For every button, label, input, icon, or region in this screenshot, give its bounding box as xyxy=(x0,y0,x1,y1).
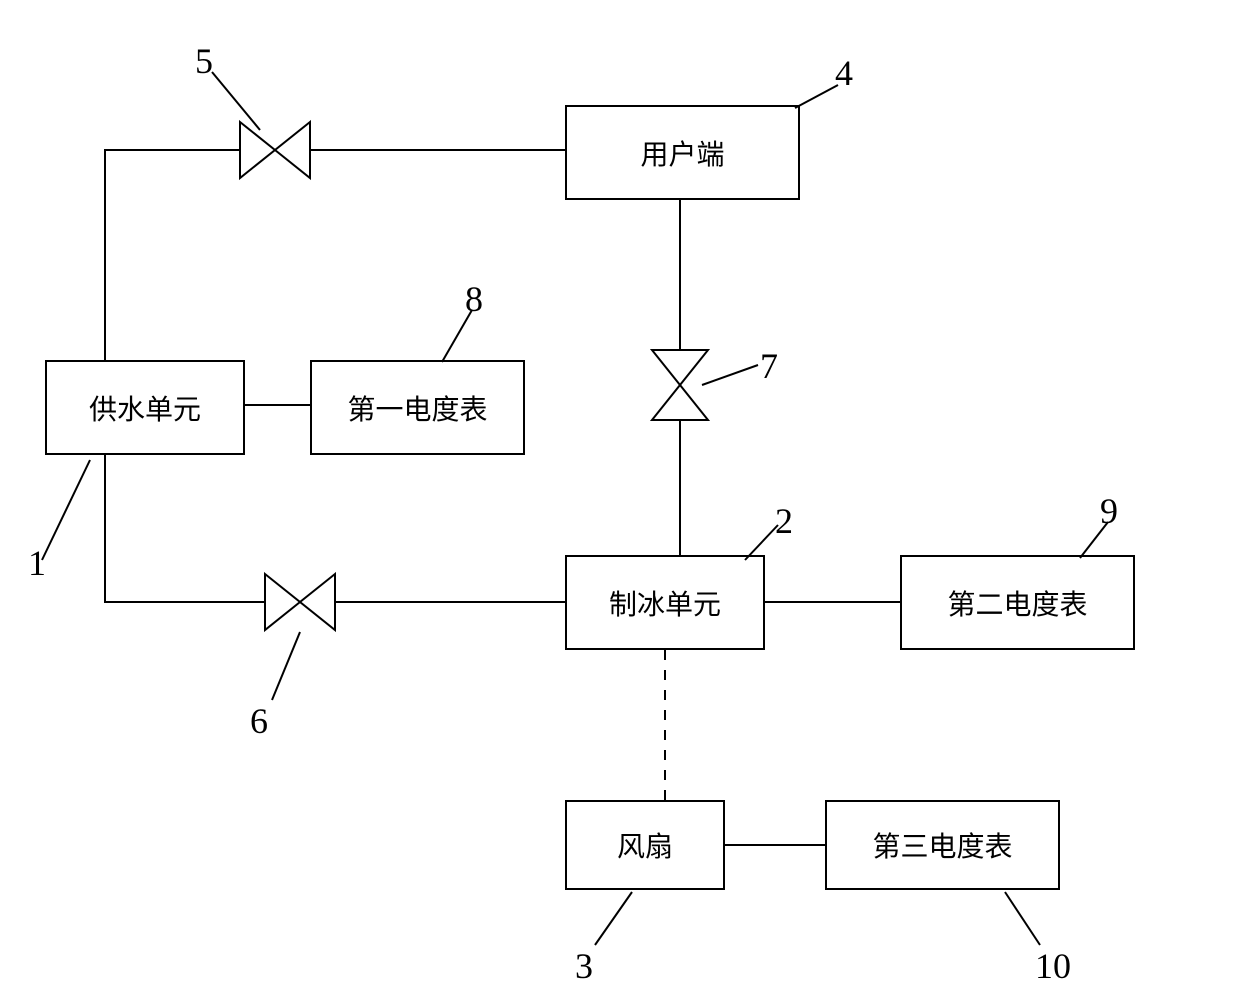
block-label: 第三电度表 xyxy=(872,825,1012,865)
block-fan: 风扇 xyxy=(565,800,725,890)
ref-label-4: 4 xyxy=(835,52,853,94)
ref-label-8: 8 xyxy=(465,278,483,320)
block-label: 制冰单元 xyxy=(609,583,721,623)
block-label: 第二电度表 xyxy=(947,583,1087,623)
block-label: 用户端 xyxy=(640,133,724,173)
valve-icon xyxy=(652,350,708,420)
block-meter-3: 第三电度表 xyxy=(825,800,1060,890)
ref-label-6: 6 xyxy=(250,700,268,742)
block-meter-1: 第一电度表 xyxy=(310,360,525,455)
block-label: 风扇 xyxy=(617,825,673,865)
ref-label-3: 3 xyxy=(575,945,593,987)
block-label: 供水单元 xyxy=(89,388,201,428)
block-ice-making-unit: 制冰单元 xyxy=(565,555,765,650)
block-client: 用户端 xyxy=(565,105,800,200)
ref-label-9: 9 xyxy=(1100,490,1118,532)
valve-icon xyxy=(240,122,310,178)
ref-label-5: 5 xyxy=(195,40,213,82)
block-water-supply-unit: 供水单元 xyxy=(45,360,245,455)
block-meter-2: 第二电度表 xyxy=(900,555,1135,650)
ref-label-2: 2 xyxy=(775,500,793,542)
valve-icon xyxy=(265,574,335,630)
block-label: 第一电度表 xyxy=(347,388,487,428)
ref-label-7: 7 xyxy=(760,345,778,387)
ref-label-10: 10 xyxy=(1035,945,1071,987)
ref-label-1: 1 xyxy=(28,542,46,584)
